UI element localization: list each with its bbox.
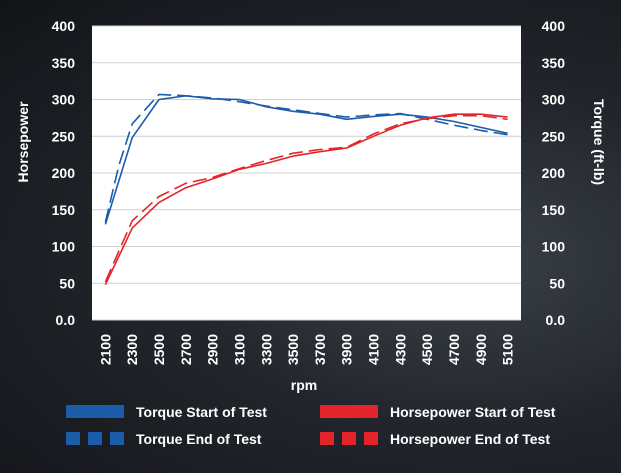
x-tick-label: 2300 <box>124 334 140 365</box>
legend-swatch-hp-start <box>320 405 378 418</box>
legend-swatch-hp-end-2 <box>342 432 356 445</box>
y-axis-right-title: Torque (ft-lb) <box>591 99 607 185</box>
x-tick-label: 3700 <box>312 334 328 365</box>
y-tick-label-right: 200 <box>542 165 566 181</box>
x-tick-label: 4900 <box>473 334 489 365</box>
legend-swatch-hp-end-1 <box>320 432 334 445</box>
x-tick-label: 2900 <box>205 334 221 365</box>
y-tick-label-right: 300 <box>542 92 566 108</box>
x-tick-label: 4300 <box>392 334 408 365</box>
x-tick-label: 4100 <box>366 334 382 365</box>
x-tick-label: 2100 <box>97 334 113 365</box>
legend-label-hp-end: Horsepower End of Test <box>390 431 550 447</box>
x-tick-label: 2500 <box>151 334 167 365</box>
y-tick-label-left: 350 <box>52 55 76 71</box>
y-tick-label-right: 350 <box>542 55 566 71</box>
y-tick-label-left: 50 <box>59 275 75 291</box>
legend-swatch-torque-end-1 <box>66 432 80 445</box>
x-tick-label: 3500 <box>285 334 301 365</box>
y-axis-left-title: Horsepower <box>15 101 31 182</box>
legend: Torque Start of Test Torque End of Test … <box>66 404 556 447</box>
x-tick-label: 3900 <box>339 334 355 365</box>
y-tick-label-left: 200 <box>52 165 76 181</box>
legend-label-torque-end: Torque End of Test <box>136 431 262 447</box>
x-tick-label: 3100 <box>231 334 247 365</box>
series-line-1 <box>104 95 508 225</box>
legend-swatch-hp-end-3 <box>364 432 378 445</box>
series-layer <box>104 93 508 286</box>
legend-item-hp-end: Horsepower End of Test <box>320 431 550 447</box>
gridlines <box>92 25 521 321</box>
y-ticks-right: 0.0 50 100 150 200 250 300 350 400 <box>542 18 566 328</box>
y-tick-label-right: 250 <box>542 128 566 144</box>
x-tick-label: 3300 <box>258 334 274 365</box>
x-tick-label: 5100 <box>500 334 516 365</box>
legend-label-torque-start: Torque Start of Test <box>136 404 267 420</box>
y-tick-label-right: 0.0 <box>546 312 566 328</box>
y-tick-label-right: 400 <box>542 18 566 34</box>
series-line-2 <box>104 93 508 223</box>
y-tick-label-left: 100 <box>52 239 76 255</box>
x-tick-label: 4500 <box>419 334 435 365</box>
x-axis-title: rpm <box>291 377 317 393</box>
legend-swatch-torque-end-2 <box>88 432 102 445</box>
y-tick-label-left: 250 <box>52 128 76 144</box>
legend-item-torque-end: Torque End of Test <box>66 431 262 447</box>
x-tick-label: 4700 <box>446 334 462 365</box>
legend-swatch-torque-start <box>66 405 124 418</box>
y-tick-label-left: 0.0 <box>56 312 76 328</box>
y-tick-label-left: 300 <box>52 92 76 108</box>
legend-label-hp-start: Horsepower Start of Test <box>390 404 556 420</box>
y-tick-label-right: 100 <box>542 239 566 255</box>
y-tick-label-left: 400 <box>52 18 76 34</box>
y-tick-label-right: 150 <box>542 202 566 218</box>
legend-item-torque-start: Torque Start of Test <box>66 404 267 420</box>
legend-swatch-torque-end-3 <box>110 432 124 445</box>
series-line-3 <box>104 113 508 286</box>
legend-item-hp-start: Horsepower Start of Test <box>320 404 556 420</box>
y-ticks-left: 0.0 50 100 150 200 250 300 350 400 <box>52 18 76 328</box>
y-tick-label-left: 150 <box>52 202 76 218</box>
x-ticks: 2100 2300 2500 2700 2900 3100 3300 3500 3700 3900… <box>97 334 515 365</box>
x-tick-label: 2700 <box>178 334 194 365</box>
y-tick-label-right: 50 <box>549 275 565 291</box>
